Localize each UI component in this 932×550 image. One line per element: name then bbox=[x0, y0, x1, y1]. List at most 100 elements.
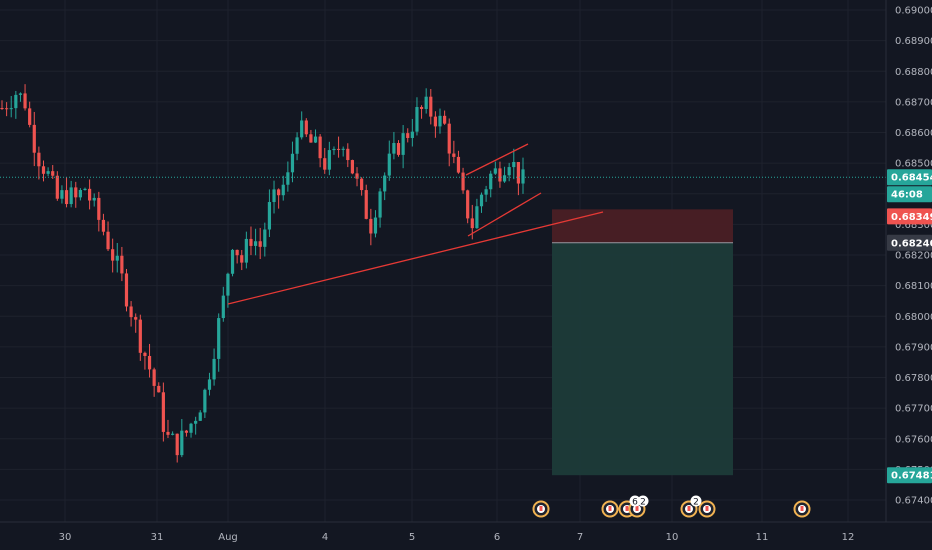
candle-body bbox=[313, 136, 318, 143]
candle-body bbox=[221, 295, 225, 319]
candle bbox=[336, 136, 341, 158]
candle-body bbox=[88, 188, 92, 201]
time-tick-label: 12 bbox=[842, 532, 855, 543]
candle-body bbox=[443, 115, 447, 124]
candle-body bbox=[300, 120, 304, 138]
candle-body bbox=[304, 120, 308, 135]
stop-loss-zone[interactable] bbox=[552, 209, 733, 243]
candle bbox=[378, 188, 382, 228]
stop-price-tag: 0.68349 bbox=[887, 208, 932, 225]
candle-body bbox=[244, 238, 248, 263]
candle-body bbox=[350, 160, 355, 174]
candle bbox=[309, 129, 313, 143]
candle-body bbox=[466, 190, 470, 219]
candle bbox=[373, 210, 378, 238]
candle bbox=[272, 180, 276, 214]
calendar-event-icon[interactable] bbox=[680, 500, 698, 518]
candle bbox=[97, 191, 101, 232]
candle-body bbox=[147, 355, 152, 370]
candle-body bbox=[166, 431, 170, 435]
trendline-wedge-upper[interactable] bbox=[465, 143, 529, 176]
candle bbox=[55, 171, 59, 201]
candle-body bbox=[83, 188, 87, 191]
candle bbox=[88, 179, 92, 210]
time-tick-label: Aug bbox=[218, 532, 238, 543]
candle bbox=[341, 146, 345, 157]
short-position-tool[interactable] bbox=[552, 209, 733, 476]
candle-body bbox=[286, 172, 290, 185]
take-profit-zone[interactable] bbox=[552, 242, 733, 476]
candle bbox=[438, 108, 442, 134]
candle bbox=[41, 160, 46, 182]
candle-body bbox=[272, 189, 276, 203]
candle-body bbox=[55, 175, 59, 199]
candle-body bbox=[129, 306, 133, 318]
candle-body bbox=[447, 123, 451, 154]
calendar-event-icon[interactable] bbox=[793, 500, 811, 518]
candle-body bbox=[507, 167, 511, 176]
candle bbox=[129, 301, 133, 327]
event-count-badge-bg bbox=[637, 495, 649, 507]
candle bbox=[263, 222, 267, 257]
countdown-tag-bg bbox=[887, 186, 932, 203]
candle bbox=[194, 416, 198, 435]
candle bbox=[198, 410, 202, 421]
candle-body bbox=[60, 190, 64, 199]
trendline-wedge-lower[interactable] bbox=[467, 192, 542, 237]
candle-body bbox=[383, 175, 387, 192]
candle bbox=[286, 161, 290, 192]
event-count-badge[interactable]: 6 bbox=[629, 495, 641, 508]
target-price-tag-label: 0.67481 bbox=[891, 471, 932, 482]
trendline-support[interactable] bbox=[227, 211, 604, 305]
candle-body bbox=[290, 153, 295, 173]
candle-body bbox=[249, 238, 253, 246]
candle bbox=[101, 213, 106, 236]
candle bbox=[401, 125, 405, 169]
candle-body bbox=[401, 133, 405, 155]
candle bbox=[447, 118, 451, 167]
candle-body bbox=[263, 229, 267, 247]
candle bbox=[92, 193, 96, 207]
candle-body bbox=[493, 168, 497, 174]
event-count-badge[interactable]: 2 bbox=[690, 495, 702, 508]
event-count-badge[interactable]: 2 bbox=[637, 495, 649, 508]
candle bbox=[5, 102, 9, 117]
candle-body bbox=[134, 317, 138, 320]
candle-body bbox=[452, 153, 456, 157]
candle bbox=[212, 348, 216, 386]
candle-body bbox=[143, 352, 147, 356]
candle-body bbox=[184, 430, 189, 433]
candle-body bbox=[369, 218, 373, 234]
calendar-event-icon[interactable] bbox=[698, 500, 716, 518]
candle-body bbox=[502, 175, 507, 182]
candle-body bbox=[9, 108, 13, 110]
stop-price-tag-bg bbox=[887, 208, 932, 225]
candle-body bbox=[360, 178, 364, 191]
candle-body bbox=[336, 148, 341, 150]
candle-body bbox=[424, 96, 428, 109]
candle-body bbox=[429, 96, 433, 117]
candle bbox=[300, 111, 304, 140]
candle-body bbox=[258, 241, 262, 247]
calendar-event-icon[interactable] bbox=[532, 500, 550, 518]
candle-body bbox=[157, 385, 161, 393]
target-price-tag: 0.67481 bbox=[887, 467, 932, 484]
calendar-event-icon[interactable] bbox=[601, 500, 619, 518]
candle bbox=[318, 134, 322, 168]
time-scale[interactable]: 30 31 Aug 4 5 6 7 10 11 12 bbox=[0, 521, 932, 543]
trendlines[interactable] bbox=[227, 143, 604, 305]
candle bbox=[157, 382, 161, 393]
candle bbox=[147, 343, 152, 378]
candle bbox=[429, 89, 433, 125]
candle bbox=[304, 118, 308, 138]
time-tick-label: 4 bbox=[322, 532, 328, 543]
candle bbox=[415, 97, 419, 136]
